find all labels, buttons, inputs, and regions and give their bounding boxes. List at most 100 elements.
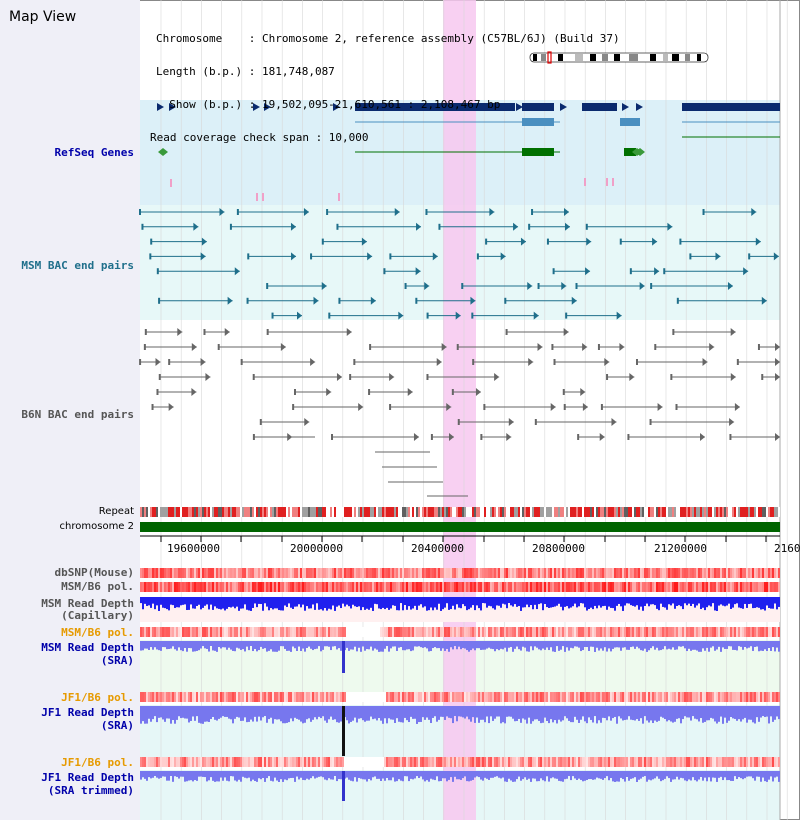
repeat-segment bbox=[668, 507, 670, 517]
depth-bar bbox=[286, 771, 288, 781]
depth-bar bbox=[390, 597, 392, 609]
heat-cell bbox=[460, 582, 462, 592]
repeat-segment bbox=[180, 507, 182, 517]
repeat-segment bbox=[356, 507, 358, 517]
depth-bar bbox=[458, 597, 460, 608]
depth-bar bbox=[164, 771, 166, 777]
chromosome-ideogram[interactable] bbox=[529, 51, 709, 64]
heat-cell bbox=[602, 568, 604, 578]
depth-bar bbox=[310, 597, 312, 609]
heat-cell bbox=[256, 627, 258, 637]
heat-cell bbox=[324, 692, 326, 702]
depth-bar bbox=[400, 706, 402, 723]
repeat-segment bbox=[662, 507, 664, 517]
heat-cell bbox=[550, 627, 552, 637]
depth-bar bbox=[232, 771, 234, 777]
heat-cell bbox=[472, 692, 474, 702]
heat-cell bbox=[210, 582, 212, 592]
depth-bar bbox=[382, 771, 384, 779]
heat-cell bbox=[680, 582, 682, 592]
depth-bar bbox=[772, 641, 774, 648]
depth-bar bbox=[460, 597, 462, 609]
repeat-segment bbox=[198, 507, 200, 517]
depth-bar bbox=[700, 771, 702, 777]
heat-cell bbox=[578, 568, 580, 578]
heat-cell bbox=[722, 627, 724, 637]
depth-bar bbox=[186, 641, 188, 652]
label-b6n-bac[interactable]: B6N BAC end pairs bbox=[21, 408, 134, 421]
highlight-region[interactable] bbox=[443, 0, 476, 820]
depth-bar bbox=[420, 641, 422, 648]
repeat-segment bbox=[268, 507, 270, 517]
depth-bar bbox=[564, 597, 566, 607]
heat-cell bbox=[414, 627, 416, 637]
depth-bar bbox=[490, 641, 492, 649]
repeat-segment bbox=[640, 507, 642, 517]
heat-cell bbox=[236, 692, 238, 702]
depth-bar bbox=[582, 597, 584, 604]
repeat-segment bbox=[632, 507, 634, 517]
heat-cell bbox=[552, 692, 554, 702]
repeat-segment bbox=[658, 507, 660, 517]
depth-bar bbox=[236, 641, 238, 648]
depth-bar bbox=[210, 597, 212, 605]
depth-bar bbox=[772, 706, 774, 722]
depth-bar bbox=[630, 771, 632, 779]
label-msm-bac[interactable]: MSM BAC end pairs bbox=[21, 259, 134, 272]
heat-cell bbox=[164, 568, 166, 578]
depth-bar bbox=[682, 706, 684, 720]
b6n-bac-track[interactable] bbox=[139, 328, 780, 497]
repeat-segment bbox=[190, 507, 192, 517]
heat-cell bbox=[422, 582, 424, 592]
label-refseq-genes[interactable]: RefSeq Genes bbox=[54, 146, 134, 159]
depth-bar bbox=[662, 641, 664, 650]
heat-cell bbox=[684, 627, 686, 637]
heat-cell bbox=[418, 568, 420, 578]
depth-bar bbox=[190, 641, 192, 649]
heat-cell bbox=[514, 757, 516, 767]
depth-bar bbox=[702, 706, 704, 723]
depth-bar bbox=[666, 771, 668, 777]
heat-cell bbox=[256, 568, 258, 578]
depth-bar bbox=[448, 706, 450, 718]
depth-bar bbox=[186, 597, 188, 611]
heat-cell bbox=[400, 627, 402, 637]
heat-cell bbox=[260, 582, 262, 592]
heat-cell bbox=[492, 568, 494, 578]
heat-cell bbox=[536, 568, 538, 578]
depth-bar bbox=[600, 771, 602, 779]
b6n-bac-pair-end bbox=[292, 404, 295, 410]
heat-cell bbox=[664, 582, 666, 592]
depth-bar bbox=[388, 597, 390, 610]
heat-cell bbox=[534, 582, 536, 592]
heat-cell bbox=[556, 627, 558, 637]
repeat-segment bbox=[358, 507, 360, 517]
heat-cell bbox=[542, 627, 544, 637]
heat-cell bbox=[360, 627, 362, 637]
depth-bar bbox=[678, 771, 680, 780]
heat-cell bbox=[638, 757, 640, 767]
heat-cell bbox=[708, 582, 710, 592]
b6n-bac-pair-arrow bbox=[508, 418, 514, 426]
heat-cell bbox=[666, 627, 668, 637]
heat-cell bbox=[622, 568, 624, 578]
msm-bac-pair-arrow bbox=[639, 282, 645, 290]
heat-cell bbox=[658, 627, 660, 637]
heat-cell bbox=[734, 582, 736, 592]
heat-cell bbox=[416, 582, 418, 592]
depth-bar bbox=[452, 706, 454, 724]
repeat-segment bbox=[496, 507, 498, 517]
refseq-genes-track[interactable] bbox=[157, 103, 780, 201]
depth-bar bbox=[644, 597, 646, 606]
heat-cell bbox=[210, 692, 212, 702]
heat-cell bbox=[358, 627, 360, 637]
heat-cell bbox=[498, 757, 500, 767]
heat-cell bbox=[708, 757, 710, 767]
msm-bac-track[interactable] bbox=[139, 208, 779, 320]
depth-bar bbox=[552, 597, 554, 608]
depth-bar bbox=[696, 706, 698, 720]
depth-bar bbox=[250, 597, 252, 611]
depth-bar bbox=[776, 771, 778, 777]
depth-bar bbox=[338, 597, 340, 606]
depth-bar bbox=[418, 597, 420, 606]
